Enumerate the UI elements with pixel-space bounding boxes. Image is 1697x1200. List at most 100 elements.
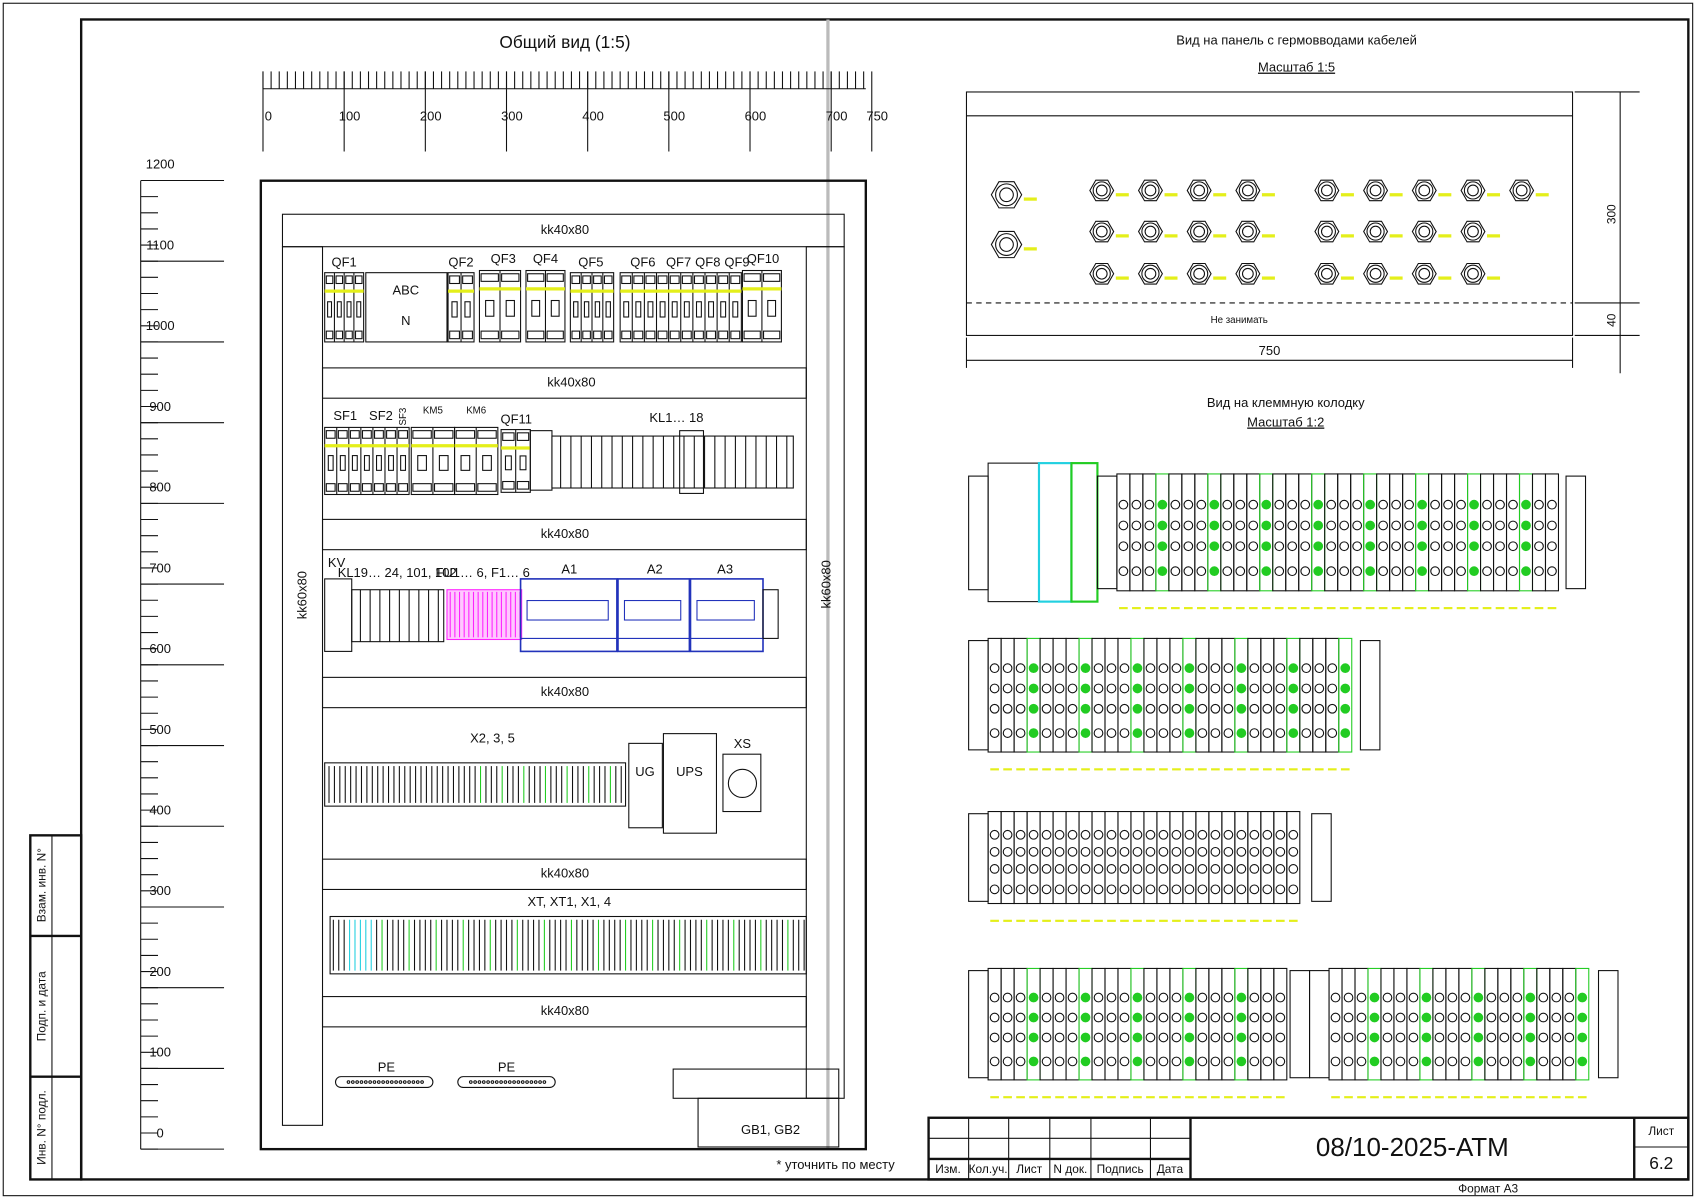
screw [1495, 541, 1505, 552]
terminal [1338, 637, 1353, 753]
gland-core [1418, 267, 1431, 280]
fuse-terminals [987, 462, 1040, 603]
gland-core [1467, 267, 1479, 280]
terminal [1531, 473, 1547, 592]
gland-view: Вид на панель с гермовводами кабелей Мас… [965, 33, 1640, 374]
screw [1365, 520, 1376, 531]
lever [659, 301, 666, 318]
terminal [681, 275, 692, 285]
terminal [398, 430, 409, 439]
duct-label: kk40x80 [541, 526, 589, 541]
gland [1415, 181, 1434, 200]
screw [1054, 703, 1065, 714]
screw [1249, 1012, 1260, 1023]
screw [1080, 1032, 1091, 1043]
strip-end [1096, 475, 1118, 590]
screw [1144, 566, 1155, 577]
gland-core [1241, 267, 1254, 280]
screw [1028, 829, 1039, 840]
lever [635, 301, 642, 318]
screw [1067, 864, 1078, 874]
lever [460, 455, 471, 471]
screw [1197, 992, 1208, 1003]
screw [1248, 499, 1259, 510]
gland [1317, 181, 1336, 200]
gland [1190, 264, 1209, 283]
screw [1404, 566, 1414, 577]
lever [623, 301, 630, 318]
screw [1093, 884, 1104, 895]
screw [1482, 566, 1492, 577]
lever [767, 299, 777, 317]
tb-header: Лист [1016, 1162, 1042, 1176]
stamp-text: Подп. и дата [34, 971, 48, 1041]
screw [1275, 1056, 1286, 1067]
terminal [325, 330, 334, 340]
screw [1288, 864, 1299, 874]
pe-hole [486, 1080, 490, 1084]
tb-header: Подпись [1097, 1162, 1144, 1176]
screw [1171, 703, 1182, 714]
lever [482, 455, 492, 471]
screw [1395, 1056, 1406, 1067]
terminal [669, 330, 680, 340]
screw [1158, 683, 1169, 694]
screw [1223, 864, 1234, 874]
pe-hole [520, 1080, 525, 1084]
pe-hole [381, 1080, 385, 1084]
screw [1430, 520, 1440, 531]
ruler-label: 200 [149, 964, 171, 979]
terminal [546, 273, 564, 282]
screw [1171, 829, 1182, 840]
cyan-terminals [1037, 462, 1073, 603]
gland-nut [1363, 179, 1389, 202]
gland-nut [1235, 220, 1261, 243]
screw [1327, 728, 1338, 738]
gland [1092, 222, 1111, 241]
screw [1301, 703, 1312, 714]
screw [1249, 1032, 1260, 1043]
screw [1275, 1032, 1286, 1043]
screw [1275, 703, 1286, 714]
screw [1378, 499, 1389, 510]
component-label: SF1 [333, 408, 357, 423]
screw [1028, 1012, 1039, 1023]
screw [989, 1056, 1000, 1067]
screw [1235, 520, 1246, 531]
terminal [1273, 967, 1288, 1081]
screw [1015, 663, 1026, 674]
screw [1261, 566, 1272, 577]
terminal [1389, 473, 1404, 592]
component-label: XS [734, 736, 752, 751]
screw [1262, 992, 1273, 1003]
lever [695, 301, 702, 318]
terminal [477, 430, 497, 439]
duct-label: kk40x80 [547, 374, 595, 389]
screw [1119, 884, 1130, 895]
screw [1067, 829, 1078, 840]
terminal [1181, 473, 1196, 592]
screw [1157, 566, 1168, 577]
screw [1222, 566, 1233, 577]
screw [1041, 864, 1052, 874]
screw [1106, 846, 1117, 857]
screw [1262, 864, 1273, 874]
tb-header: Изм. [935, 1162, 960, 1176]
screw [1145, 663, 1156, 674]
screw [1486, 1012, 1497, 1023]
screw [1170, 499, 1181, 510]
terminal [345, 275, 353, 285]
screw [1534, 499, 1544, 510]
screw [1356, 992, 1367, 1003]
terminal [449, 275, 460, 285]
screw [1028, 884, 1039, 895]
duct [281, 213, 845, 248]
screw [1577, 1032, 1588, 1043]
screw [1551, 1056, 1562, 1067]
screw [1093, 1056, 1104, 1067]
terminal [527, 273, 545, 282]
terminal [433, 483, 454, 492]
screw [1261, 520, 1272, 531]
screw [1093, 829, 1104, 840]
terminal [1156, 637, 1171, 753]
